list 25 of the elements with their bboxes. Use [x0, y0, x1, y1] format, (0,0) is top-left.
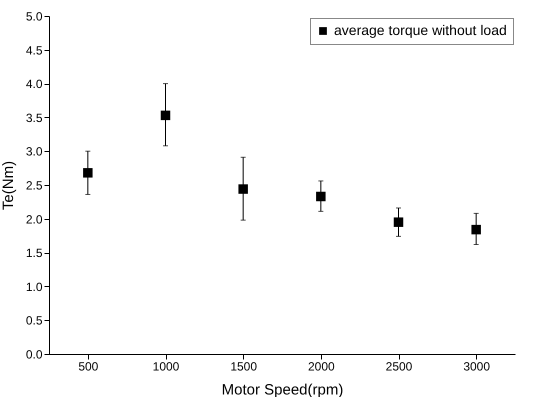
x-tick-label: 2000 — [308, 360, 336, 374]
x-tick-label: 1000 — [152, 360, 180, 374]
y-tick-label: 4.0 — [26, 77, 43, 92]
x-tick-label: 1500 — [230, 360, 258, 374]
point — [238, 184, 248, 194]
y-tick-label: 4.5 — [26, 43, 43, 58]
x-tick-label: 3000 — [463, 360, 490, 374]
x-tick-label: 500 — [78, 360, 99, 374]
y-tick-label: 0.5 — [26, 314, 43, 328]
y-tick-label: 1.0 — [26, 280, 43, 294]
point — [471, 224, 481, 234]
point — [394, 217, 404, 227]
y-tick-label: 0.0 — [26, 348, 43, 362]
point — [316, 192, 326, 202]
x-tick-label: 2500 — [386, 360, 413, 374]
y-tick-label: 3.5 — [26, 110, 43, 125]
legend-label: average torque without load — [334, 22, 507, 38]
y-tick-label: 2.0 — [26, 212, 43, 226]
point — [83, 168, 93, 178]
y-tick-label: 3.0 — [26, 144, 43, 159]
y-tick-label: 5.0 — [26, 10, 43, 24]
y-tick-label: 1.5 — [26, 246, 43, 260]
y-tick-label: 2.5 — [26, 178, 43, 192]
point — [160, 110, 170, 120]
y-axis-title: Te(Nm) — [0, 160, 17, 210]
